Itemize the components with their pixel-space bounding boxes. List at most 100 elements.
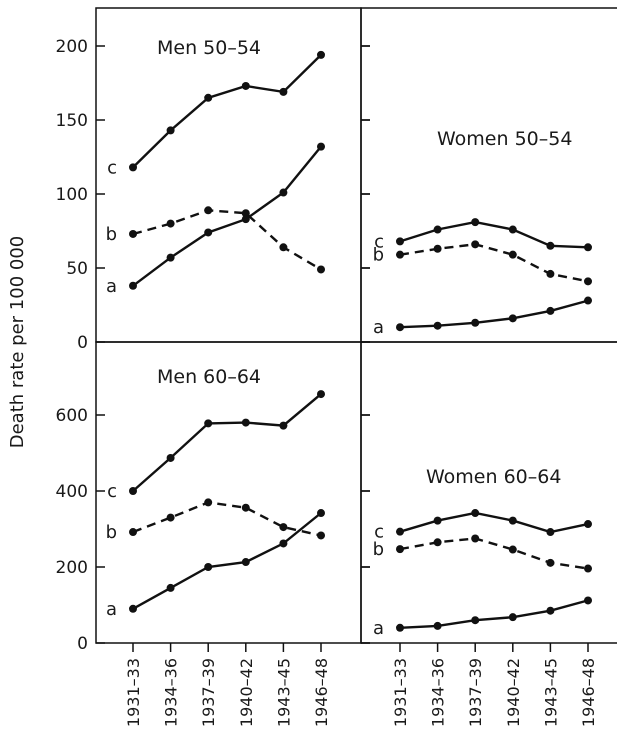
- data-point: [396, 237, 404, 246]
- data-point: [508, 250, 517, 259]
- panel-title: Men 60–64: [157, 366, 261, 388]
- data-point: [317, 390, 325, 399]
- data-point: [279, 523, 288, 532]
- data-point: [433, 621, 442, 630]
- data-point: [584, 277, 592, 286]
- series-label: b: [373, 539, 384, 560]
- data-point: [129, 229, 137, 238]
- data-point: [166, 453, 175, 462]
- data-point: [317, 50, 325, 59]
- x-tick-label: 1940–42: [504, 658, 523, 727]
- panel-title: Women 60–64: [426, 466, 561, 488]
- series-line: [132, 393, 322, 492]
- data-point: [204, 93, 213, 102]
- data-point: [546, 306, 555, 315]
- series-b: b: [373, 534, 592, 573]
- series-line: [399, 299, 589, 329]
- data-point: [279, 188, 288, 197]
- data-point: [166, 253, 175, 262]
- data-point: [396, 545, 404, 554]
- data-point: [317, 142, 325, 151]
- data-point: [471, 318, 480, 327]
- data-point: [166, 126, 175, 135]
- data-point: [508, 545, 517, 554]
- data-point: [433, 321, 442, 330]
- data-point: [317, 531, 325, 540]
- x-tick-label: 1937–39: [199, 658, 218, 727]
- data-point: [584, 520, 592, 529]
- series-line: [399, 537, 589, 570]
- panel-men-50-54: 0 50 100 150 200 Men 50–54 c b a: [56, 7, 362, 353]
- data-point: [129, 281, 137, 290]
- series-label: c: [374, 231, 384, 252]
- panel-title: Men 50–54: [157, 37, 261, 59]
- data-point: [584, 243, 592, 252]
- data-point: [241, 558, 250, 567]
- series-b: b: [106, 206, 325, 274]
- data-point: [241, 81, 250, 90]
- data-point: [546, 528, 555, 537]
- series-b: b: [106, 498, 325, 543]
- data-point: [166, 583, 175, 592]
- x-tick-label: 1931–33: [391, 658, 410, 727]
- data-point: [241, 209, 250, 218]
- series-line: [132, 145, 322, 287]
- data-point: [471, 509, 480, 518]
- data-point: [129, 163, 137, 172]
- y-tick-label: 0: [77, 634, 88, 654]
- series-a: a: [106, 509, 325, 620]
- data-point: [279, 87, 288, 96]
- series-line: [132, 501, 322, 537]
- series-c: c: [107, 390, 325, 502]
- data-point: [433, 244, 442, 253]
- data-point: [546, 558, 555, 567]
- data-point: [584, 296, 592, 305]
- series-line: [399, 220, 589, 249]
- data-point: [129, 604, 137, 613]
- data-point: [204, 563, 213, 571]
- data-point: [204, 498, 213, 507]
- data-point: [584, 564, 592, 573]
- data-point: [471, 218, 480, 227]
- panel-frame: [360, 341, 617, 644]
- data-point: [508, 314, 517, 323]
- data-point: [279, 421, 288, 430]
- series-label: a: [373, 618, 384, 639]
- data-point: [433, 516, 442, 525]
- series-line: [132, 209, 322, 271]
- data-point: [396, 527, 404, 536]
- data-point: [129, 487, 137, 495]
- x-tick-label: 1946–48: [312, 658, 331, 727]
- data-point: [546, 241, 555, 250]
- data-point: [508, 516, 517, 525]
- y-tick-label: 200: [56, 37, 88, 57]
- data-point: [471, 534, 480, 543]
- y-tick-label: 200: [56, 558, 88, 578]
- series-label: b: [373, 245, 384, 266]
- x-tick-label: 1940–42: [237, 658, 256, 727]
- x-tick-label: 1934–36: [162, 658, 181, 727]
- x-tick-label: 1931–33: [124, 658, 143, 727]
- series-label: c: [107, 481, 117, 502]
- series-label: c: [107, 157, 117, 178]
- data-point: [396, 323, 404, 332]
- series-label: a: [106, 276, 117, 297]
- panel-women-50-54: Women 50–54 cb a: [360, 7, 617, 343]
- panel-women-60-64: Women 60–64 cb a: [360, 341, 617, 644]
- data-point: [241, 215, 250, 224]
- y-tick-label: 400: [56, 482, 88, 502]
- data-point: [279, 243, 288, 252]
- data-point: [317, 509, 325, 518]
- x-tick-label: 1937–39: [466, 658, 485, 727]
- series-label: a: [373, 317, 384, 338]
- data-point: [279, 539, 288, 548]
- x-tick-label: 1946–48: [579, 658, 598, 727]
- series-label: b: [106, 522, 117, 543]
- data-point: [508, 613, 517, 622]
- data-point: [584, 596, 592, 605]
- series-c: c: [107, 50, 325, 178]
- series-line: [132, 54, 322, 169]
- series-line: [399, 599, 589, 629]
- y-tick-label: 50: [66, 259, 88, 279]
